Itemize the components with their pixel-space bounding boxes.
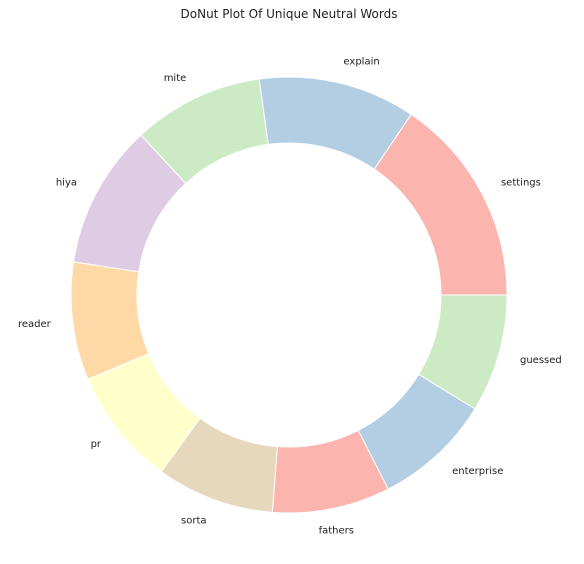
slice-label-explain: explain [343,56,379,67]
slice-label-mite: mite [164,73,187,84]
slice-label-fathers: fathers [319,525,354,536]
slice-label-settings: settings [501,177,541,188]
slice-label-enterprise: enterprise [452,466,503,477]
donut-slice-guessed [417,294,508,410]
donut-slice-settings [373,113,508,296]
slice-labels: settings explain mite hiya reader pr sorta fath… [18,56,562,536]
slice-label-reader: reader [18,319,52,330]
slice-label-guessed: guessed [520,355,562,366]
donut-slices [70,76,508,514]
slice-label-sorta: sorta [181,515,207,526]
slice-label-hiya: hiya [56,177,77,188]
slice-label-pr: pr [91,439,102,450]
chart-title: DoNut Plot Of Unique Neutral Words [181,7,398,21]
